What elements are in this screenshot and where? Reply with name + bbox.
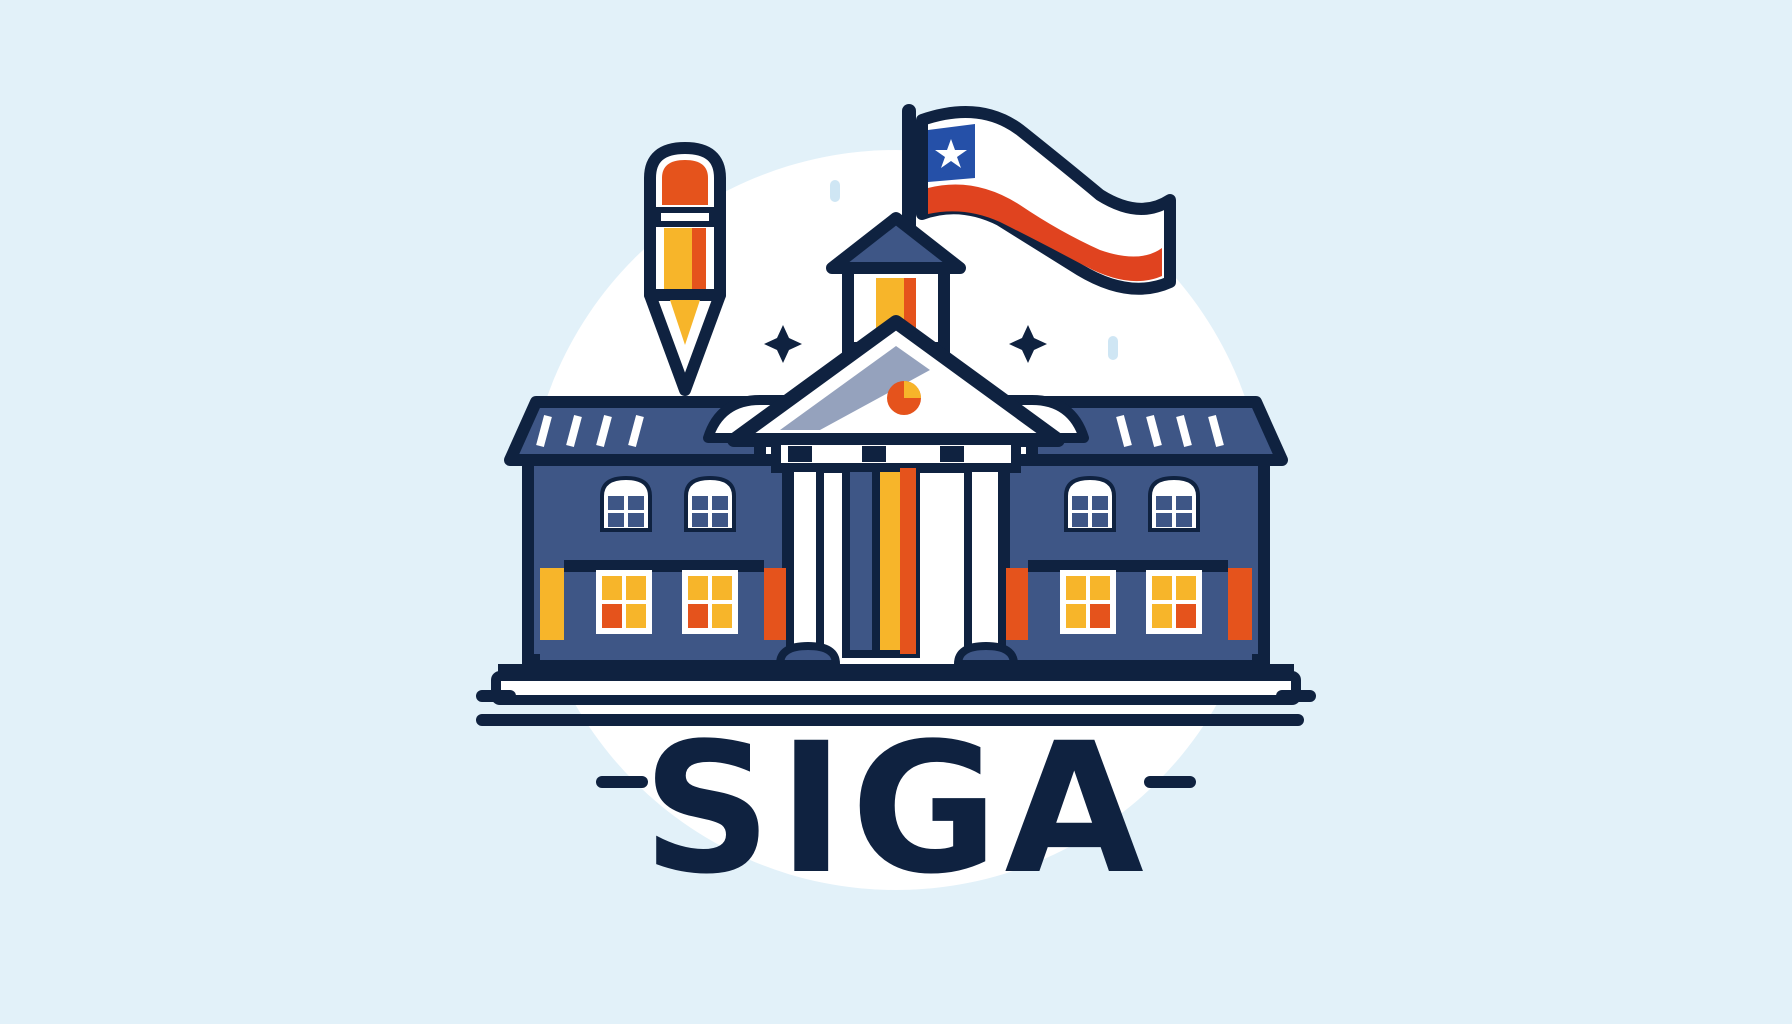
right-wing xyxy=(998,454,1270,666)
window xyxy=(682,570,738,634)
sparkle-icon xyxy=(1009,325,1047,363)
decor-dash xyxy=(1108,336,1118,360)
building-base xyxy=(476,664,1316,726)
window xyxy=(1064,475,1116,532)
window xyxy=(1148,475,1200,532)
portico xyxy=(703,315,1089,668)
window xyxy=(1060,570,1116,634)
window xyxy=(596,570,652,634)
brand-wordmark: SIGA xyxy=(642,705,1150,914)
wordmark-dash-left xyxy=(596,776,648,788)
window xyxy=(600,475,652,532)
pencil-icon xyxy=(644,142,726,396)
wordmark-dash-right xyxy=(1144,776,1196,788)
window xyxy=(1146,570,1202,634)
decor-dash xyxy=(830,180,840,202)
chile-flag-icon xyxy=(902,104,1176,295)
sparkle-icon xyxy=(764,325,802,363)
window xyxy=(684,475,736,532)
left-wing xyxy=(522,454,794,666)
